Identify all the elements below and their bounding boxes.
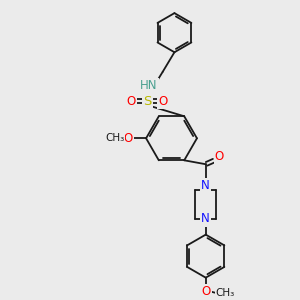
Text: CH₃: CH₃: [105, 133, 124, 143]
Text: O: O: [158, 94, 167, 108]
Text: O: O: [124, 132, 133, 145]
Text: S: S: [143, 94, 151, 108]
Text: O: O: [127, 94, 136, 108]
Text: CH₃: CH₃: [216, 288, 235, 298]
Text: N: N: [201, 179, 210, 192]
Text: O: O: [215, 150, 224, 163]
Text: N: N: [201, 212, 210, 226]
Text: HN: HN: [140, 79, 158, 92]
Text: O: O: [201, 285, 210, 298]
